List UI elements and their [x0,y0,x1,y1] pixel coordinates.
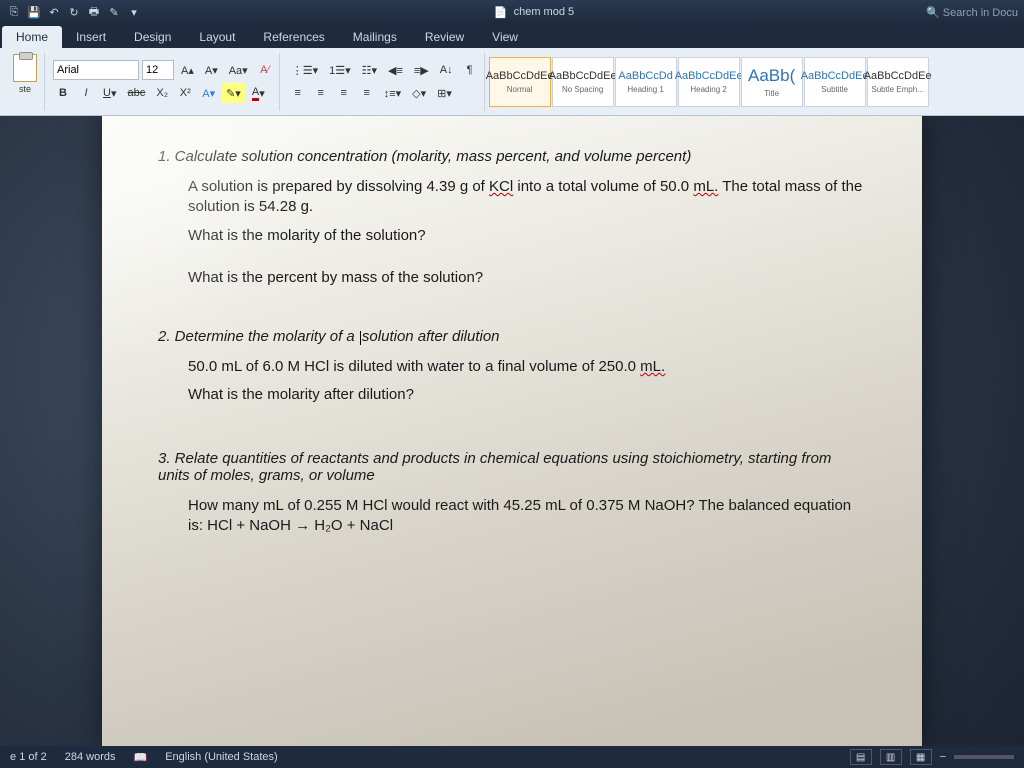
justify-button[interactable]: ≡ [357,83,377,103]
clear-format-button[interactable]: A⁄ [255,60,275,80]
qat-undo-icon[interactable]: ↶ [46,4,62,20]
status-bar: e 1 of 2 284 words 📖 English (United Sta… [0,746,1024,768]
style-normal[interactable]: AaBbCcDdEeNormal [489,57,551,107]
tab-review[interactable]: Review [411,26,478,48]
ribbon: ste A▴ A▾ Aa▾ A⁄ B I U▾ abc X₂ X² A▾ ✎▾ … [0,48,1024,116]
subscript-button[interactable]: X₂ [152,83,172,103]
q3-heading: 3. Relate quantities of reactants and pr… [158,450,866,484]
change-case-button[interactable]: Aa▾ [225,60,252,80]
view-web-icon[interactable]: ▦ [910,749,932,765]
qat-autosave-icon[interactable]: ⎘ [6,4,22,20]
q1-body-2: What is the molarity of the solution? [188,226,866,246]
q1-body-3: What is the percent by mass of the solut… [188,268,866,288]
tab-view[interactable]: View [478,26,532,48]
font-size-select[interactable] [142,60,174,80]
style-subtitle[interactable]: AaBbCcDdEeSubtitle [804,57,866,107]
italic-button[interactable]: I [76,83,96,103]
text-cursor [360,331,361,345]
style-title[interactable]: AaBb(Title [741,57,803,107]
zoom-slider[interactable] [954,755,1014,759]
font-name-select[interactable] [53,60,139,80]
style-no-spacing[interactable]: AaBbCcDdEeNo Spacing [552,57,614,107]
tab-design[interactable]: Design [120,26,185,48]
tab-insert[interactable]: Insert [62,26,120,48]
grow-font-button[interactable]: A▴ [177,60,198,80]
bullets-button[interactable]: ⋮☰▾ [288,60,322,80]
ribbon-tabs: Home Insert Design Layout References Mai… [0,24,1024,48]
status-page[interactable]: e 1 of 2 [10,751,47,763]
qat-redo-icon[interactable]: ↻ [66,4,82,20]
tab-references[interactable]: References [249,26,338,48]
word-doc-icon: 📄 [494,6,508,19]
align-left-button[interactable]: ≡ [288,83,308,103]
qat-edit-icon[interactable]: ✎ [106,4,122,20]
multilevel-button[interactable]: ☷▾ [358,60,381,80]
zoom-out-button[interactable]: − [940,751,946,763]
page[interactable]: 1. Calculate solution concentration (mol… [102,116,922,746]
qat-save-icon[interactable]: 💾 [26,4,42,20]
superscript-button[interactable]: X² [175,83,195,103]
paste-button[interactable]: ste [10,54,40,110]
style-heading1[interactable]: AaBbCcDdHeading 1 [615,57,677,107]
underline-button[interactable]: U▾ [99,83,120,103]
q1-body-1: A solution is prepared by dissolving 4.3… [188,177,866,218]
qat-print-icon[interactable]: 🖶 [86,4,102,20]
show-marks-button[interactable]: ¶ [460,60,480,80]
tab-layout[interactable]: Layout [185,26,249,48]
q3-body-1: How many mL of 0.255 M HCl would react w… [188,496,866,537]
view-print-icon[interactable]: ▥ [880,749,902,765]
numbering-button[interactable]: 1☰▾ [325,60,355,80]
shading-button[interactable]: ◇▾ [408,83,430,103]
status-proof-icon[interactable]: 📖 [133,751,147,764]
search-box[interactable]: 🔍 Search in Docu [926,6,1018,19]
view-read-icon[interactable]: ▤ [850,749,872,765]
style-heading2[interactable]: AaBbCcDdEeHeading 2 [678,57,740,107]
highlight-button[interactable]: ✎▾ [222,83,245,103]
increase-indent-button[interactable]: ≡▶ [410,60,433,80]
q1-heading: 1. Calculate solution concentration (mol… [158,148,866,165]
borders-button[interactable]: ⊞▾ [433,83,456,103]
align-center-button[interactable]: ≡ [311,83,331,103]
styles-gallery: AaBbCcDdEeNormal AaBbCcDdEeNo Spacing Aa… [489,57,929,107]
document-title: chem mod 5 [514,6,575,18]
line-spacing-button[interactable]: ↕≡▾ [380,83,405,103]
q2-heading: 2. Determine the molarity of a solution … [158,328,866,345]
strike-button[interactable]: abc [123,83,149,103]
status-words[interactable]: 284 words [65,751,116,763]
bold-button[interactable]: B [53,83,73,103]
qat-more-icon[interactable]: ▾ [126,4,142,20]
tab-mailings[interactable]: Mailings [339,26,411,48]
q2-body-1: 50.0 mL of 6.0 M HCl is diluted with wat… [188,357,866,377]
status-language[interactable]: English (United States) [165,751,278,763]
sort-button[interactable]: A↓ [436,60,457,80]
document-area: 1. Calculate solution concentration (mol… [0,116,1024,746]
align-right-button[interactable]: ≡ [334,83,354,103]
shrink-font-button[interactable]: A▾ [201,60,222,80]
decrease-indent-button[interactable]: ◀≡ [384,60,407,80]
text-effects-button[interactable]: A▾ [198,83,219,103]
font-color-button[interactable]: A▾ [248,83,269,103]
style-subtle-emph[interactable]: AaBbCcDdEeSubtle Emph... [867,57,929,107]
q2-body-2: What is the molarity after dilution? [188,385,866,405]
title-bar: ⎘ 💾 ↶ ↻ 🖶 ✎ ▾ 📄 chem mod 5 🔍 Search in D… [0,0,1024,24]
tab-home[interactable]: Home [2,26,62,48]
